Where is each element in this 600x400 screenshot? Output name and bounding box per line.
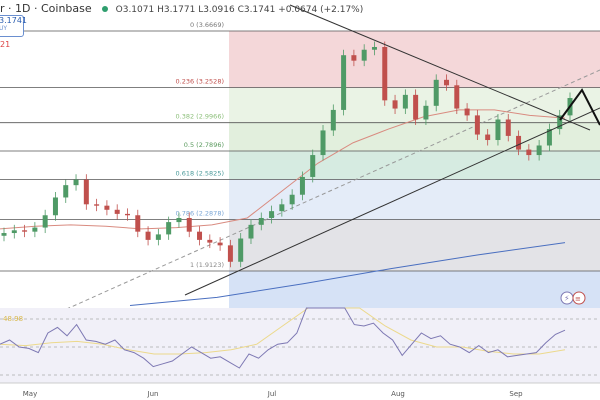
candle[interactable] <box>22 230 28 232</box>
candle[interactable] <box>248 224 254 239</box>
candle[interactable] <box>279 204 285 212</box>
candle[interactable] <box>557 115 563 130</box>
price-badge-value: 3.1741 <box>0 16 27 25</box>
candle[interactable] <box>361 49 367 61</box>
candle[interactable] <box>351 55 357 61</box>
side-label: 21 <box>0 40 11 49</box>
x-tick-label: May <box>23 390 37 398</box>
fib-band-0.786 <box>229 219 600 272</box>
candle[interactable] <box>505 119 511 136</box>
svg-text:≡: ≡ <box>575 295 581 303</box>
candle[interactable] <box>474 115 480 135</box>
svg-text:⚡: ⚡ <box>564 294 570 303</box>
fib-label-0.382: 0.382 (2.9966) <box>176 113 225 121</box>
symbol-title[interactable]: r · 1D · Coinbase <box>0 2 92 15</box>
candle[interactable] <box>258 217 264 225</box>
candle[interactable] <box>402 94 408 109</box>
rsi-line <box>0 307 566 369</box>
x-tick-label: Sep <box>509 390 523 398</box>
candle[interactable] <box>217 242 223 246</box>
candle[interactable] <box>124 213 130 216</box>
candle[interactable] <box>495 119 501 141</box>
candle[interactable] <box>330 109 336 131</box>
candle[interactable] <box>63 185 69 198</box>
price-badge-sub: UY <box>0 25 8 32</box>
candle[interactable] <box>433 79 439 106</box>
ma-short-line <box>0 109 566 230</box>
candle[interactable] <box>536 145 542 156</box>
candle[interactable] <box>444 79 450 86</box>
fib-band-0 <box>229 31 600 88</box>
candle[interactable] <box>176 217 182 223</box>
candle[interactable] <box>526 149 532 156</box>
candle[interactable] <box>42 215 48 228</box>
candle[interactable] <box>73 179 79 186</box>
ohlc-readout: O3.1071 H3.1771 L3.0916 C3.1741 +0.0674 … <box>115 5 364 15</box>
candle[interactable] <box>320 130 326 156</box>
chart-header: r · 1D · Coinbase O3.1071 H3.1771 L3.0916… <box>0 2 363 15</box>
x-tick-label: Jul <box>267 390 277 398</box>
x-tick-label: Jun <box>147 390 159 398</box>
fib-band-0.382 <box>229 122 600 152</box>
candle[interactable] <box>299 176 305 195</box>
candle[interactable] <box>145 231 151 240</box>
projection-path[interactable] <box>559 88 600 126</box>
candle[interactable] <box>310 155 316 177</box>
candle[interactable] <box>52 197 58 216</box>
fib-band-1 <box>229 271 600 308</box>
candle[interactable] <box>186 217 192 232</box>
candle[interactable] <box>341 55 347 110</box>
fib-label-1: 1 (1.9123) <box>190 261 224 269</box>
rsi-ma-line <box>0 307 566 355</box>
candle[interactable] <box>135 215 141 232</box>
candle[interactable] <box>546 129 552 146</box>
candle[interactable] <box>371 46 377 50</box>
candle[interactable] <box>516 135 522 150</box>
candle[interactable] <box>11 230 17 234</box>
candle[interactable] <box>94 204 100 206</box>
fib-label-0.618: 0.618 (2.5825) <box>176 169 225 177</box>
fib-label-0.5: 0.5 (2.7896) <box>184 141 224 149</box>
candle[interactable] <box>382 46 388 101</box>
fib-label-0: 0 (3.6669) <box>190 21 224 29</box>
candle[interactable] <box>269 211 275 218</box>
candle[interactable] <box>485 134 491 141</box>
flag-icon[interactable]: ≡ <box>572 291 586 305</box>
candle[interactable] <box>227 245 233 262</box>
candle[interactable] <box>104 205 110 210</box>
candle[interactable] <box>114 209 120 214</box>
descending-trendline[interactable] <box>289 4 591 131</box>
replay-icon[interactable]: ⚡ <box>560 291 574 305</box>
candle[interactable] <box>423 105 429 120</box>
candle[interactable] <box>413 94 419 120</box>
ma-long-line <box>129 242 566 307</box>
fib-label-0.236: 0.236 (3.2528) <box>176 78 225 86</box>
x-tick-label: Aug <box>391 390 405 398</box>
candle[interactable] <box>83 179 89 205</box>
fib-label-0.786: 0.786 (2.2878) <box>176 210 225 218</box>
candle[interactable] <box>392 100 398 109</box>
fib-band-0.5 <box>229 151 600 180</box>
candle[interactable] <box>1 233 7 236</box>
regression-line <box>59 69 600 313</box>
candle[interactable] <box>197 231 203 240</box>
price-badge[interactable]: 3.1741 UY <box>0 15 27 37</box>
candle[interactable] <box>207 239 213 243</box>
candle[interactable] <box>454 85 460 109</box>
fib-band-0.618 <box>229 179 600 220</box>
candle[interactable] <box>32 227 38 232</box>
candle[interactable] <box>155 234 161 240</box>
rsi-pane <box>0 308 600 383</box>
rsi-value-label: 48.98 <box>3 315 23 323</box>
candle[interactable] <box>289 194 295 205</box>
candle[interactable] <box>464 108 470 116</box>
candle[interactable] <box>166 222 172 235</box>
candle[interactable] <box>238 238 244 262</box>
ascending-trendline[interactable] <box>184 107 600 296</box>
market-status-icon <box>101 6 108 12</box>
